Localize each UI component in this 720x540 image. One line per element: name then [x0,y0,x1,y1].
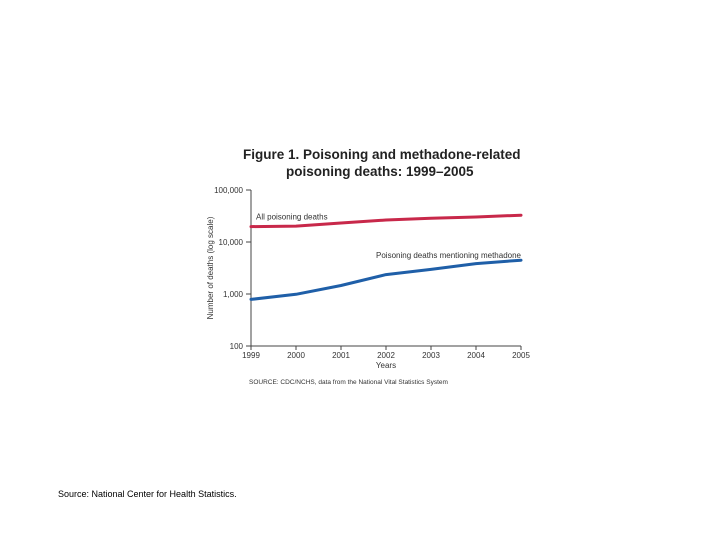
x-tick-label: 2001 [332,351,350,360]
chart-series [249,213,523,301]
chart-title-line2: poisoning deaths: 1999–2005 [286,164,474,179]
chart-axes [246,189,522,350]
footer-source: Source: National Center for Health Stati… [58,489,237,499]
chart-source-note: SOURCE: CDC/NCHS, data from the National… [249,379,448,386]
chart-title-line1: Figure 1. Poisoning and methadone-relate… [243,147,521,162]
y-axis-title: Number of deaths (log scale) [206,216,215,319]
y-tick-label: 1,000 [223,290,244,299]
x-tick-label: 2005 [512,351,530,360]
series-line-methadone [249,258,523,301]
y-tick-label: 100 [230,342,244,351]
chart-title: Figure 1. Poisoning and methadone-relate… [243,146,543,180]
series-label-all-poisoning: All poisoning deaths [256,213,328,222]
x-tick-label: 2002 [377,351,395,360]
x-axis-title: Years [376,361,396,370]
x-tick-label: 1999 [242,351,260,360]
x-tick-label: 2000 [287,351,305,360]
series-label-methadone: Poisoning deaths mentioning methadone [376,251,522,260]
chart-labels: 100 1,000 10,000 100,000 1999 2000 2001 2002 200… [206,186,530,386]
y-tick-label: 10,000 [219,238,244,247]
y-tick-label: 100,000 [214,186,243,195]
x-tick-label: 2003 [422,351,440,360]
x-tick-label: 2004 [467,351,485,360]
